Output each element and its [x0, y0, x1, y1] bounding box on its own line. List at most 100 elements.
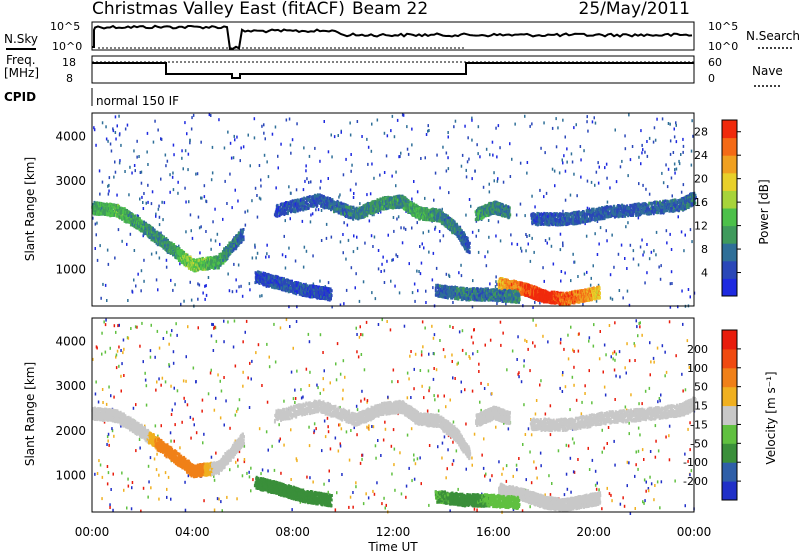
scatter-point — [478, 229, 480, 232]
scatter-point — [141, 171, 143, 174]
scatter-point — [99, 193, 101, 196]
band-cell — [137, 227, 139, 230]
scatter-point — [355, 286, 357, 289]
scatter-point — [328, 150, 330, 153]
scatter-point — [426, 133, 428, 136]
scatter-point — [644, 281, 646, 284]
scatter-point — [373, 177, 375, 180]
scatter-point — [571, 152, 573, 155]
scatter-point — [678, 160, 680, 163]
scatter-point — [641, 151, 643, 154]
scatter-point — [280, 143, 282, 146]
scatter-point — [240, 159, 242, 162]
date-title: 25/May/2011 — [579, 0, 691, 19]
scatter-point — [419, 245, 421, 248]
scatter-point — [143, 259, 145, 262]
scatter-point — [172, 289, 174, 292]
scatter-point — [587, 180, 589, 183]
scatter-point — [138, 155, 140, 158]
scatter-point — [396, 218, 398, 221]
scatter-point — [510, 233, 512, 236]
scatter-point — [155, 215, 157, 218]
scatter-point — [312, 212, 314, 215]
scatter-point — [169, 173, 171, 176]
scatter-point — [531, 122, 533, 125]
scatter-point — [641, 144, 643, 147]
scatter-point — [214, 208, 216, 211]
scatter-point — [125, 128, 127, 131]
scatter-point — [331, 155, 333, 158]
scatter-point — [411, 128, 413, 131]
scatter-point — [343, 173, 345, 176]
scatter-point — [290, 192, 292, 195]
radar-summary-plot: Christmas Valley East (fitACF) Beam 22 2… — [0, 0, 800, 554]
scatter-point — [390, 280, 392, 283]
scatter-point — [238, 264, 240, 267]
scatter-point — [492, 141, 494, 144]
scatter-point — [556, 145, 558, 148]
scatter-point — [205, 284, 207, 287]
scatter-point — [632, 145, 634, 148]
scatter-point — [638, 216, 640, 219]
scatter-point — [646, 140, 648, 143]
scatter-point — [370, 192, 372, 195]
scatter-point — [235, 189, 237, 192]
scatter-point — [674, 172, 676, 175]
scatter-point — [674, 168, 676, 171]
scatter-point — [640, 129, 642, 132]
scatter-point — [497, 180, 499, 183]
scatter-point — [94, 128, 96, 131]
scatter-point — [565, 136, 567, 139]
scatter-point — [520, 247, 522, 250]
scatter-point — [593, 264, 595, 267]
scatter-point — [188, 153, 190, 156]
scatter-point — [147, 184, 149, 187]
scatter-point — [191, 229, 193, 232]
scatter-point — [442, 208, 444, 211]
scatter-point — [141, 196, 143, 199]
scatter-point — [305, 169, 307, 172]
scatter-point — [229, 173, 231, 176]
scatter-point — [586, 271, 588, 274]
scatter-point — [604, 166, 606, 169]
scatter-point — [552, 127, 554, 130]
scatter-point — [105, 284, 107, 287]
scatter-point — [674, 135, 676, 138]
scatter-point — [277, 155, 279, 158]
scatter-point — [113, 176, 115, 179]
scatter-point — [464, 125, 466, 128]
scatter-point — [405, 228, 407, 231]
scatter-point — [147, 132, 149, 135]
scatter-point — [375, 297, 377, 300]
scatter-point — [483, 186, 485, 189]
scatter-point — [156, 278, 158, 281]
scatter-point — [173, 153, 175, 156]
scatter-point — [386, 154, 388, 157]
scatter-point — [436, 154, 438, 157]
scatter-point — [364, 242, 366, 245]
scatter-point — [384, 132, 386, 135]
scatter-point — [428, 124, 430, 127]
scatter-point — [133, 279, 135, 282]
scatter-point — [135, 169, 137, 172]
scatter-point — [326, 223, 328, 226]
scatter-point — [95, 247, 97, 250]
scatter-point — [129, 166, 131, 169]
scatter-point — [393, 230, 395, 233]
scatter-point — [164, 201, 166, 204]
scatter-point — [166, 259, 168, 262]
scatter-point — [231, 206, 233, 209]
scatter-point — [121, 240, 123, 243]
scatter-point — [212, 146, 214, 149]
scatter-point — [479, 155, 481, 158]
scatter-point — [638, 182, 640, 185]
scatter-point — [674, 128, 676, 131]
scatter-point — [381, 263, 383, 266]
scatter-point — [403, 227, 405, 230]
scatter-point — [197, 282, 199, 285]
scatter-point — [591, 181, 593, 184]
scatter-point — [570, 279, 572, 282]
scatter-point — [254, 246, 256, 249]
scatter-point — [134, 249, 136, 252]
scatter-point — [503, 181, 505, 184]
